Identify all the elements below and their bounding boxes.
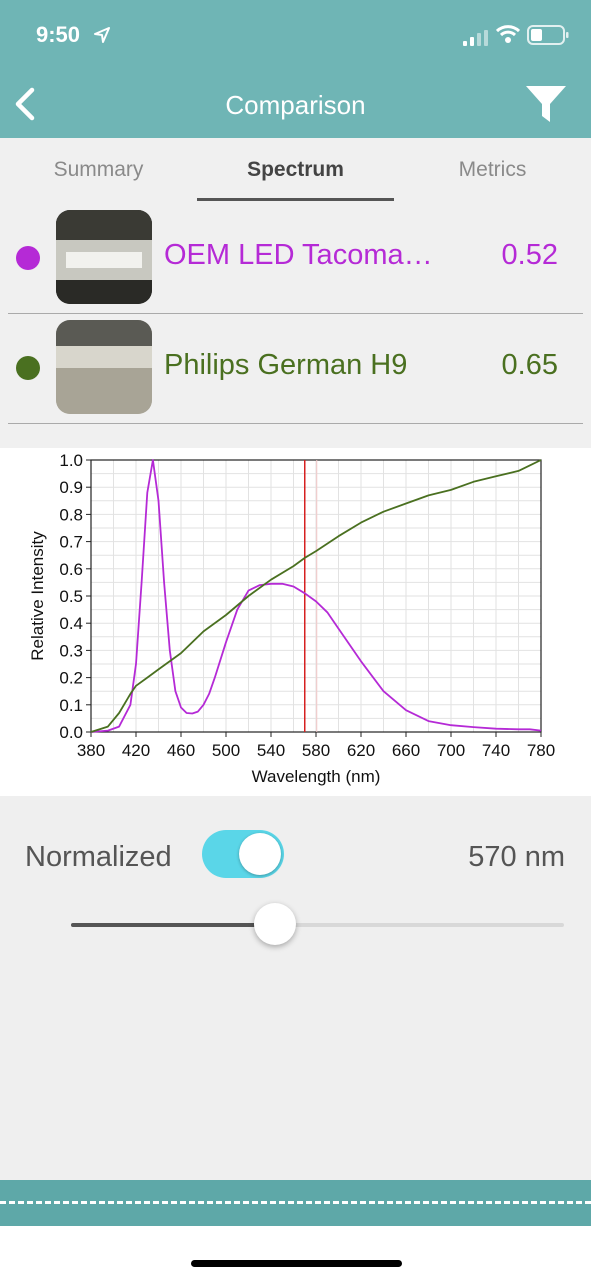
y-tick-label: 0.3 [59, 641, 83, 660]
tab-summary[interactable]: Summary [53, 158, 144, 181]
nav-bar: Comparison [0, 70, 591, 138]
comparison-list: OEM LED Tacoma… 0.52 Philips German H9 0… [0, 204, 591, 448]
y-tick-label: 0.0 [59, 723, 83, 742]
y-axis-label: Relative Intensity [28, 531, 47, 661]
home-area [0, 1226, 591, 1280]
x-tick-label: 540 [257, 741, 285, 760]
series-line-1 [90, 459, 542, 733]
item-name: Philips German H9 [164, 349, 408, 381]
tab-spectrum[interactable]: Spectrum [247, 158, 344, 181]
tab-metrics[interactable]: Metrics [458, 158, 527, 181]
x-tick-label: 380 [77, 741, 105, 760]
item-name: OEM LED Tacoma… [164, 239, 433, 271]
cellular-signal-icon [463, 30, 488, 46]
x-tick-label: 460 [167, 741, 195, 760]
series-color-dot [16, 356, 40, 380]
y-tick-label: 1.0 [59, 451, 83, 470]
status-bar: 9:50 [0, 0, 591, 70]
x-tick-label: 740 [482, 741, 510, 760]
x-tick-label: 780 [527, 741, 555, 760]
item-value: 0.65 [501, 349, 558, 381]
y-tick-label: 0.9 [59, 478, 83, 497]
active-tab-indicator [197, 198, 394, 201]
x-tick-label: 700 [437, 741, 465, 760]
footer-bar [0, 1180, 591, 1226]
controls-panel: Normalized 570 nm [0, 796, 591, 1180]
page-title: Comparison [225, 90, 366, 120]
wavelength-readout: 570 nm [468, 841, 565, 873]
beam-thumbnail [56, 210, 152, 304]
spectrum-chart[interactable]: 380 420 460 500 540 580 620 660 700 740 780 0.0 0.1 0… [0, 448, 591, 796]
y-tick-label: 0.1 [59, 696, 83, 715]
location-arrow-icon [94, 27, 110, 43]
status-time: 9:50 [36, 22, 81, 47]
slider-thumb[interactable] [254, 903, 296, 945]
normalized-toggle[interactable] [202, 830, 284, 878]
y-tick-label: 0.7 [59, 533, 83, 552]
x-axis-label: Wavelength (nm) [252, 767, 381, 786]
battery-icon [527, 25, 569, 45]
y-tick-label: 0.8 [59, 505, 83, 524]
y-tick-label: 0.6 [59, 560, 83, 579]
x-tick-label: 620 [347, 741, 375, 760]
wavelength-slider[interactable] [71, 903, 564, 945]
y-tick-label: 0.2 [59, 669, 83, 688]
spectrum-chart-panel: 380 420 460 500 540 580 620 660 700 740 780 0.0 0.1 0… [0, 448, 591, 796]
x-tick-label: 580 [302, 741, 330, 760]
x-tick-label: 500 [212, 741, 240, 760]
y-tick-label: 0.4 [59, 614, 83, 633]
wifi-icon [496, 25, 520, 43]
series-line-0 [90, 459, 542, 733]
normalized-label: Normalized [25, 841, 172, 873]
list-item[interactable]: Philips German H9 0.65 [0, 314, 591, 424]
chevron-left-icon[interactable] [8, 84, 48, 124]
filter-icon[interactable] [524, 82, 568, 126]
divider [8, 422, 583, 424]
toggle-knob [239, 833, 281, 875]
series-color-dot [16, 246, 40, 270]
divider [8, 312, 583, 314]
slider-fill [71, 923, 275, 927]
footer-dashed-line [0, 1201, 591, 1204]
item-value: 0.52 [501, 239, 558, 271]
tab-bar: Summary Spectrum Metrics [0, 138, 591, 204]
beam-thumbnail [56, 320, 152, 414]
list-item[interactable]: OEM LED Tacoma… 0.52 [0, 204, 591, 314]
y-tick-label: 0.5 [59, 587, 83, 606]
home-indicator[interactable] [191, 1260, 402, 1267]
x-tick-label: 420 [122, 741, 150, 760]
x-tick-label: 660 [392, 741, 420, 760]
